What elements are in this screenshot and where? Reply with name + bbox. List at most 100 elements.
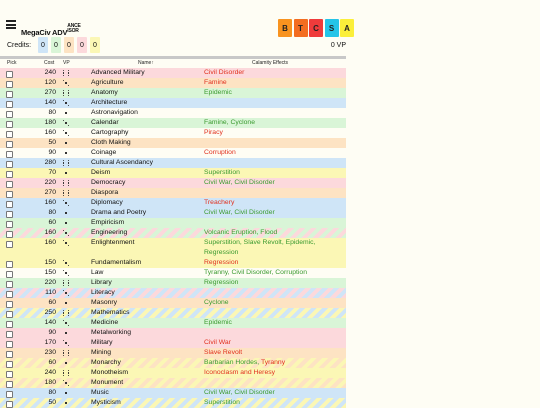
table-row[interactable]: 230 Mining Slave Revolt (0, 348, 346, 358)
pick-checkbox[interactable] (6, 240, 13, 248)
category-button-s[interactable]: S (324, 19, 339, 37)
column-header-calamity[interactable]: Calamity Effects (252, 60, 289, 66)
category-button-b[interactable]: B (278, 19, 292, 37)
advance-name[interactable]: Monarchy (91, 359, 121, 366)
advance-name[interactable]: Architecture (91, 99, 128, 106)
pick-checkbox[interactable] (6, 90, 13, 98)
table-row[interactable]: 80 Astronavigation (0, 108, 346, 118)
advance-name[interactable]: Engineering (91, 229, 128, 236)
advance-name[interactable]: Democracy (91, 179, 126, 186)
advance-name[interactable]: Empiricism (91, 219, 125, 226)
table-row[interactable]: 120 Agriculture Famine (0, 78, 346, 88)
category-button-c[interactable]: C (309, 19, 323, 37)
table-row[interactable]: 270 Diaspora (0, 188, 346, 198)
pick-checkbox[interactable] (6, 310, 13, 318)
table-row[interactable]: 110 Literacy (0, 288, 346, 298)
table-row[interactable]: 140 Architecture (0, 98, 346, 108)
advance-name[interactable]: Cloth Making (91, 139, 131, 146)
table-row[interactable]: 280 Cultural Ascendancy (0, 158, 346, 168)
advance-name[interactable]: Astronavigation (91, 109, 138, 116)
table-row[interactable]: 60 Masonry Cyclone (0, 298, 346, 308)
pick-checkbox[interactable] (6, 390, 13, 398)
advance-name[interactable]: Drama and Poetry (91, 209, 147, 216)
table-row[interactable]: 170 Military Civil War (0, 338, 346, 348)
pick-checkbox[interactable] (6, 360, 13, 368)
table-row[interactable]: 180 Monument (0, 378, 346, 388)
pick-checkbox[interactable] (6, 350, 13, 358)
pick-checkbox[interactable] (6, 370, 13, 378)
advance-name[interactable]: Music (91, 389, 109, 396)
pick-checkbox[interactable] (6, 80, 13, 88)
table-row[interactable]: 160 Enlightenment Superstition, Slave Revo… (0, 238, 346, 258)
pick-checkbox[interactable] (6, 130, 13, 138)
table-row[interactable]: 80 Drama and Poetry Civil War, Civil Disor… (0, 208, 346, 218)
advance-name[interactable]: Advanced Military (91, 69, 145, 76)
table-row[interactable]: 140 Medicine Epidemic (0, 318, 346, 328)
pick-checkbox[interactable] (6, 220, 13, 228)
advance-name[interactable]: Deism (91, 169, 111, 176)
table-row[interactable]: 70 Deism Superstition (0, 168, 346, 178)
table-row[interactable]: 220 Library Regression (0, 278, 346, 288)
table-row[interactable]: 60 Empiricism (0, 218, 346, 228)
table-row[interactable]: 240 Monotheism Iconoclasm and Heresy (0, 368, 346, 378)
table-row[interactable]: 250 Mathematics (0, 308, 346, 318)
advance-name[interactable]: Cultural Ascendancy (91, 159, 153, 166)
advance-name[interactable]: Metalworking (91, 329, 132, 336)
pick-checkbox[interactable] (6, 200, 13, 208)
advance-name[interactable]: Literacy (91, 289, 115, 296)
advance-name[interactable]: Cartography (91, 129, 129, 136)
pick-checkbox[interactable] (6, 380, 13, 388)
advance-name[interactable]: Mining (91, 349, 112, 356)
table-row[interactable]: 150 Law Tyranny, Civil Disorder, Corruptio… (0, 268, 346, 278)
pick-checkbox[interactable] (6, 160, 13, 168)
table-row[interactable]: 90 Metalworking (0, 328, 346, 338)
column-header-name[interactable]: Name↑ (138, 60, 154, 66)
advance-name[interactable]: Diaspora (91, 189, 119, 196)
table-row[interactable]: 160 Engineering Volcanic Eruption, Flood (0, 228, 346, 238)
table-row[interactable]: 160 Cartography Piracy (0, 128, 346, 138)
column-header-vp[interactable]: VP (63, 60, 70, 66)
pick-checkbox[interactable] (6, 260, 13, 268)
advance-name[interactable]: Fundamentalism (91, 259, 142, 266)
advance-name[interactable]: Law (91, 269, 104, 276)
advance-name[interactable]: Enlightenment (91, 239, 135, 246)
hamburger-menu-icon[interactable] (6, 20, 16, 29)
advance-name[interactable]: Mysticism (91, 399, 121, 406)
table-row[interactable]: 240 Advanced Military Civil Disorder (0, 68, 346, 78)
pick-checkbox[interactable] (6, 210, 13, 218)
table-row[interactable]: 50 Mysticism Superstition (0, 398, 346, 408)
advance-name[interactable]: Library (91, 279, 112, 286)
advance-name[interactable]: Medicine (91, 319, 119, 326)
advance-name[interactable]: Military (91, 339, 113, 346)
table-row[interactable]: 180 Calendar Famine, Cyclone (0, 118, 346, 128)
advance-name[interactable]: Mathematics (91, 309, 130, 316)
advance-name[interactable]: Agriculture (91, 79, 124, 86)
category-button-a[interactable]: A (340, 19, 354, 37)
pick-checkbox[interactable] (6, 180, 13, 188)
advance-name[interactable]: Calendar (91, 119, 119, 126)
pick-checkbox[interactable] (6, 320, 13, 328)
pick-checkbox[interactable] (6, 340, 13, 348)
pick-checkbox[interactable] (6, 110, 13, 118)
table-row[interactable]: 270 Anatomy Epidemic (0, 88, 346, 98)
advance-name[interactable]: Monotheism (91, 369, 129, 376)
table-row[interactable]: 150 Fundamentalism Regression (0, 258, 346, 268)
table-row[interactable]: 80 Music Civil War, Civil Disorder (0, 388, 346, 398)
table-row[interactable]: 60 Monarchy Barbarian Hordes, Tyranny (0, 358, 346, 368)
table-row[interactable]: 220 Democracy Civil War, Civil Disorder (0, 178, 346, 188)
pick-checkbox[interactable] (6, 400, 13, 408)
column-header-cost[interactable]: Cost (44, 60, 55, 66)
pick-checkbox[interactable] (6, 270, 13, 278)
pick-checkbox[interactable] (6, 70, 13, 78)
pick-checkbox[interactable] (6, 150, 13, 158)
table-row[interactable]: 50 Cloth Making (0, 138, 346, 148)
table-row[interactable]: 90 Coinage Corruption (0, 148, 346, 158)
column-header-pick[interactable]: Pick (7, 60, 17, 66)
advance-name[interactable]: Diplomacy (91, 199, 123, 206)
pick-checkbox[interactable] (6, 190, 13, 198)
advance-name[interactable]: Monument (91, 379, 124, 386)
table-row[interactable]: 160 Diplomacy Treachery (0, 198, 346, 208)
advance-name[interactable]: Coinage (91, 149, 117, 156)
pick-checkbox[interactable] (6, 280, 13, 288)
pick-checkbox[interactable] (6, 330, 13, 338)
